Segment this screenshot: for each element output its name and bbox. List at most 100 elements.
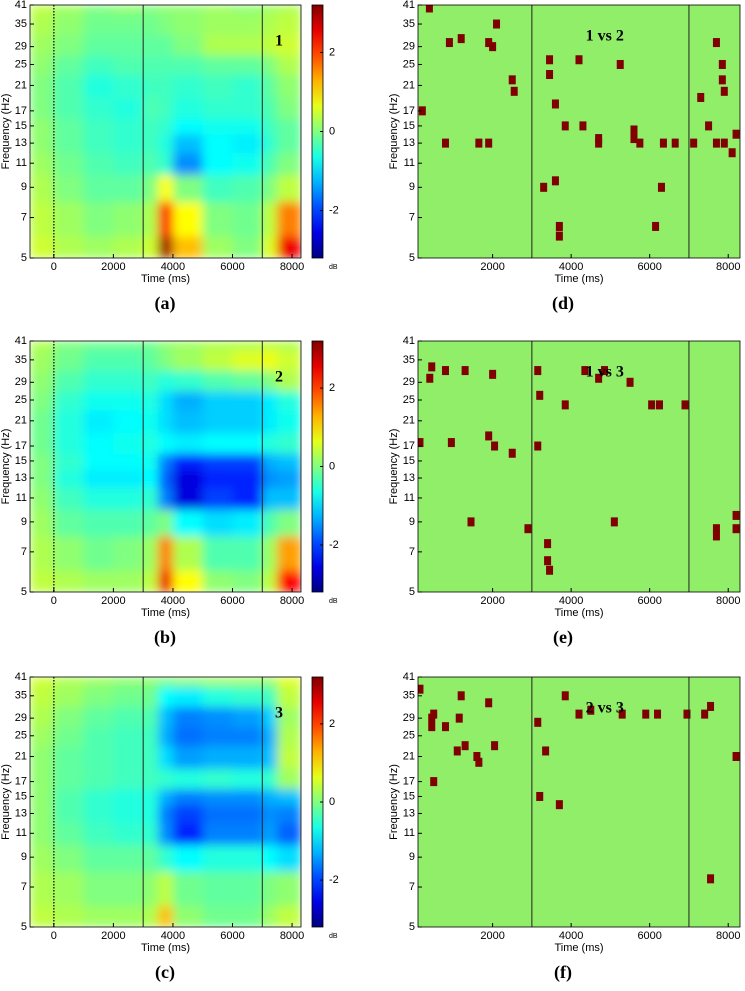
y-tick-label: 41 <box>403 671 415 683</box>
y-tick-label: 15 <box>403 120 415 132</box>
heat-cell <box>277 487 301 510</box>
heat-cell <box>172 350 204 372</box>
significant-patch <box>720 86 728 96</box>
y-tick-label: 25 <box>403 58 415 70</box>
heat-cell <box>232 509 263 537</box>
significant-patch <box>561 121 569 131</box>
heat-cell <box>277 745 301 769</box>
x-tick-label: 6000 <box>220 930 244 942</box>
heat-cell <box>202 201 234 237</box>
significant-patch <box>555 221 563 231</box>
heat-cell <box>53 487 85 510</box>
heat-cell <box>30 570 55 592</box>
colorbar-tick-label: 2 <box>329 46 335 58</box>
x-tick-label: 8000 <box>280 930 304 942</box>
heat-cell <box>83 341 114 351</box>
heat-cell <box>30 174 55 202</box>
heat-cell <box>113 97 144 119</box>
significant-patch <box>489 42 497 52</box>
heat-cell <box>113 152 144 176</box>
heat-cell <box>113 350 144 372</box>
heat-cell <box>113 174 144 202</box>
heat-cell <box>83 201 114 237</box>
heat-cell <box>30 432 55 454</box>
heat-cell <box>53 174 85 202</box>
y-tick-label: 41 <box>403 335 415 347</box>
heat-cell <box>30 706 55 728</box>
heat-cell <box>143 5 159 15</box>
y-tick-label: 17 <box>15 105 27 117</box>
significant-patch <box>461 741 469 751</box>
y-axis-label: Frequency (Hz) <box>0 94 12 170</box>
heat-cell <box>30 236 55 258</box>
heat-cell <box>143 236 159 258</box>
heat-cell <box>262 804 278 824</box>
heat-cell <box>83 34 114 56</box>
significant-patch <box>542 746 550 756</box>
heat-cell <box>172 134 204 154</box>
heat-cell <box>83 686 114 707</box>
heat-cell <box>113 822 144 846</box>
plot-background <box>418 677 740 927</box>
heat-cell <box>232 97 263 119</box>
panel: 2000 4000 6000 8000 5 7 9 11 13 15 17 21 25 29 35 41 Tim… <box>388 335 741 648</box>
significant-patch <box>712 531 720 541</box>
y-tick-label: 35 <box>403 690 415 702</box>
heat-cell <box>172 905 204 927</box>
y-tick-label: 29 <box>403 376 415 388</box>
heat-cell <box>262 788 278 806</box>
heat-cell <box>202 152 234 176</box>
heat-cell <box>277 152 301 176</box>
heat-cell <box>232 409 263 434</box>
panel-label: (b) <box>154 627 176 648</box>
heat-cell <box>158 686 174 707</box>
heat-cell <box>83 706 114 728</box>
heat-cell <box>113 745 144 769</box>
x-tick-label: 8000 <box>716 261 740 273</box>
x-tick-label: 4000 <box>559 930 583 942</box>
heat-cell <box>53 236 85 258</box>
x-tick-label: 0 <box>51 930 57 942</box>
heat-cell <box>202 34 234 56</box>
heat-cell <box>232 686 263 707</box>
y-tick-label: 11 <box>404 157 415 169</box>
heat-cell <box>277 390 301 411</box>
significant-patch <box>508 448 516 458</box>
heat-cell <box>53 745 85 769</box>
x-tick-label: 6000 <box>637 930 661 942</box>
significant-patch <box>712 138 720 148</box>
heat-cell <box>202 134 234 154</box>
y-axis-label: Frequency (Hz) <box>388 429 400 505</box>
heat-cell <box>262 686 278 707</box>
heat-cell <box>83 118 114 135</box>
heat-cell <box>158 152 174 176</box>
heat-cell <box>113 804 144 824</box>
heat-cell <box>83 14 114 36</box>
y-tick-label: 17 <box>403 776 415 788</box>
axes-frame <box>417 676 741 928</box>
heat-cell <box>53 432 85 454</box>
significant-patch <box>657 182 665 192</box>
y-tick-label: 29 <box>15 712 27 724</box>
significant-patch <box>445 38 453 48</box>
heat-cell <box>262 174 278 202</box>
heat-cell <box>158 409 174 434</box>
heat-cell <box>113 677 144 687</box>
heat-cell <box>232 118 263 135</box>
y-tick-label: 9 <box>21 851 27 863</box>
heat-cell <box>158 34 174 56</box>
plot-area <box>418 5 740 258</box>
heat-cell <box>113 409 144 434</box>
heat-cell <box>30 726 55 747</box>
y-tick-label: 13 <box>15 807 27 819</box>
significant-patch <box>681 400 689 410</box>
heat-cell <box>53 905 85 927</box>
heat-cell <box>113 768 144 790</box>
heat-cell <box>262 487 278 510</box>
heat-cell <box>143 469 159 489</box>
heat-cell <box>202 822 234 846</box>
heat-cell <box>158 706 174 728</box>
heat-cell <box>232 236 263 258</box>
y-tick-label: 29 <box>15 376 27 388</box>
